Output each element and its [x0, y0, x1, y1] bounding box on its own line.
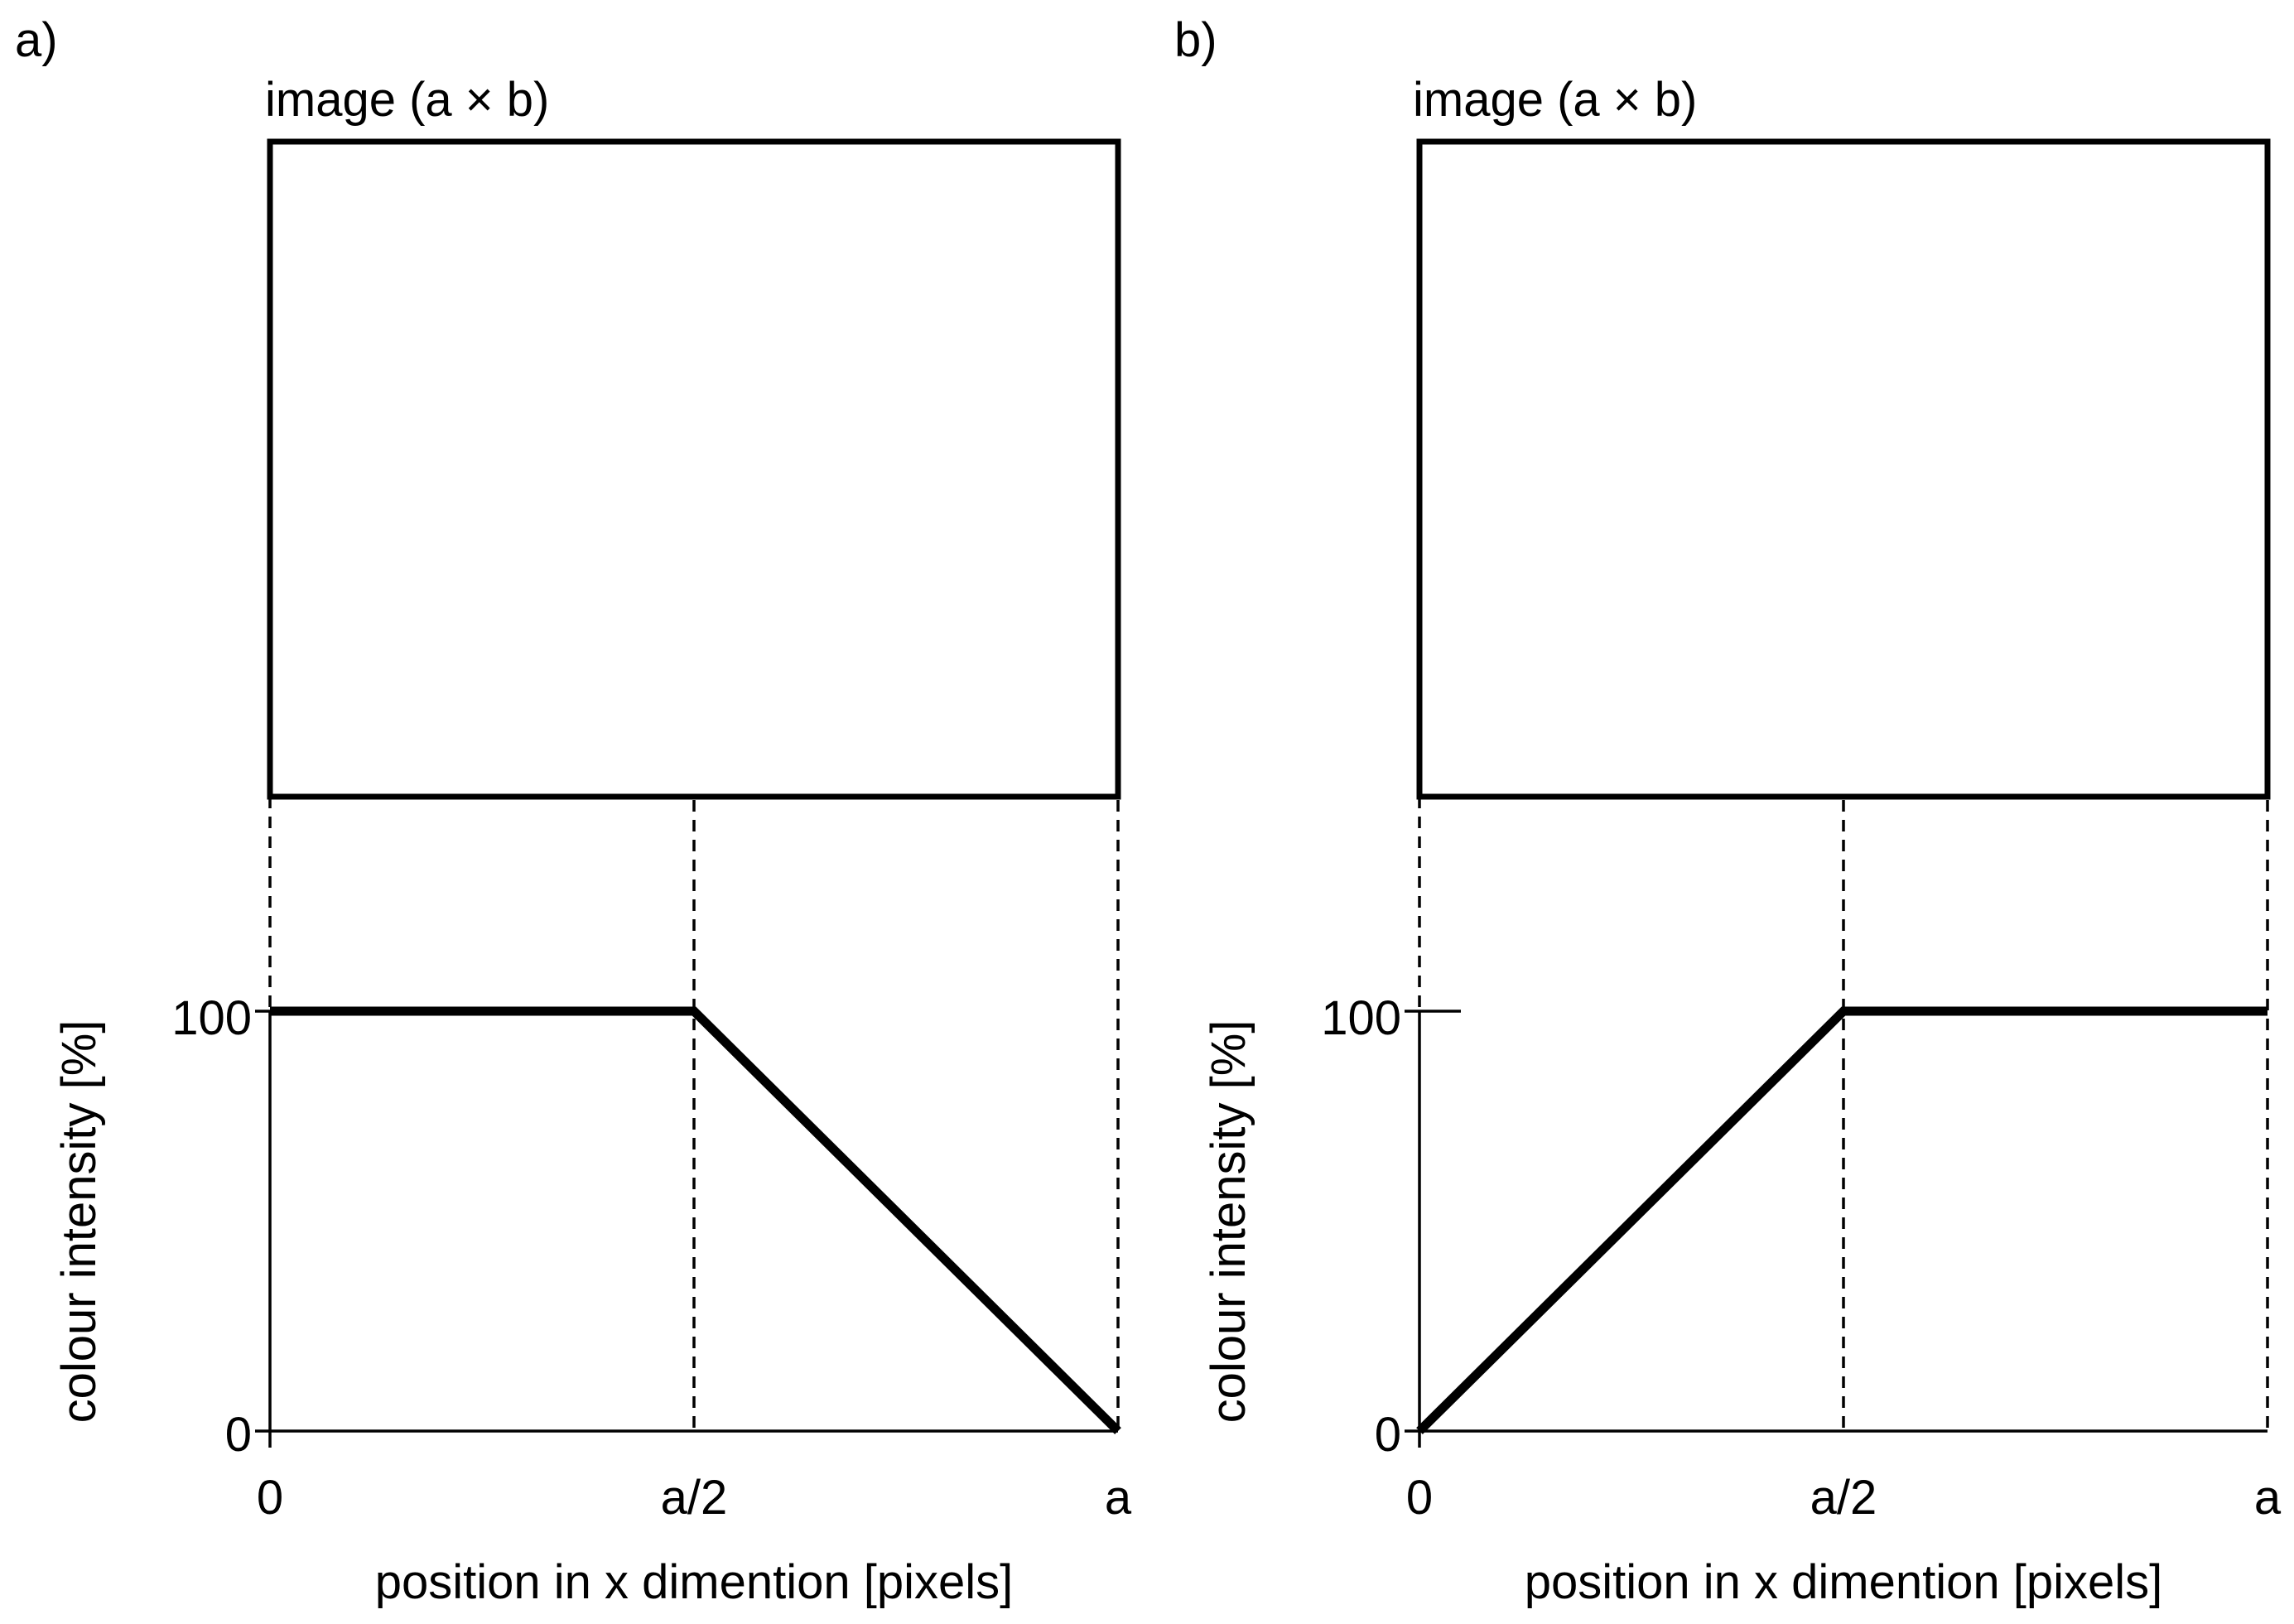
x-tick-label-0: 0 — [1406, 1471, 1433, 1525]
panel-a: a) image (a × b) 100 0 0 a/2 a colour in… — [15, 13, 1132, 1609]
y-tick-label-0: 0 — [225, 1408, 252, 1462]
panel-b: b) image (a × b) 100 0 0 a/2 a colour in… — [1174, 13, 2282, 1609]
y-tick-label-0: 0 — [1375, 1408, 1401, 1462]
y-tick-label-100: 100 — [171, 991, 252, 1045]
y-tick-label-100: 100 — [1321, 991, 1401, 1045]
x-tick-label-a-half: a/2 — [661, 1471, 728, 1525]
x-tick-label-0: 0 — [257, 1471, 283, 1525]
y-axis-label: colour intensity [%] — [52, 1020, 106, 1424]
x-axis-label: position in x dimention [pixels] — [1525, 1555, 2163, 1609]
x-axis-label: position in x dimention [pixels] — [375, 1555, 1014, 1609]
panel-label: b) — [1174, 13, 1217, 67]
image-box-label: image (a × b) — [265, 73, 549, 127]
x-tick-label-a-half: a/2 — [1810, 1471, 1877, 1525]
intensity-line — [270, 1006, 1121, 1434]
image-box — [1416, 138, 2271, 800]
intensity-line — [1416, 1006, 2267, 1434]
y-axis-label: colour intensity [%] — [1202, 1020, 1255, 1424]
panel-label: a) — [15, 13, 58, 67]
x-tick-label-a: a — [1105, 1471, 1132, 1525]
image-box-label: image (a × b) — [1413, 73, 1697, 127]
image-box — [267, 138, 1121, 800]
x-tick-label-a: a — [2254, 1471, 2282, 1525]
